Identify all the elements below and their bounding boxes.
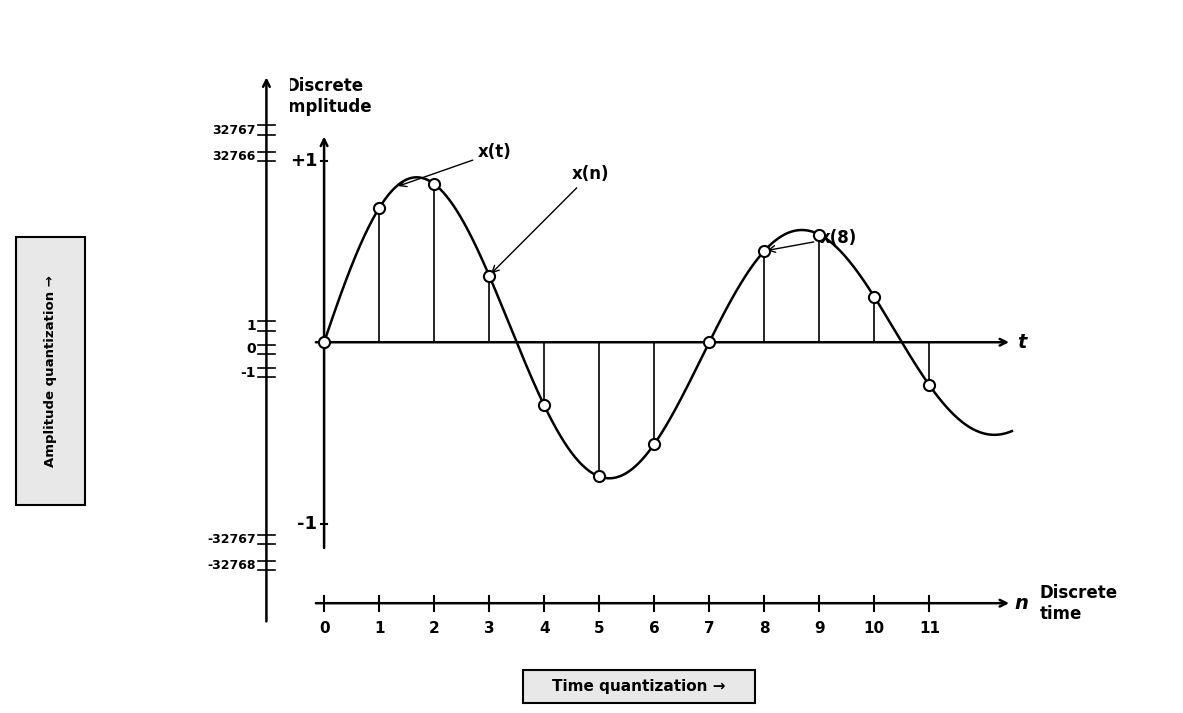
Text: 32767: 32767 xyxy=(212,123,256,137)
Text: t: t xyxy=(1017,333,1027,352)
Text: 3: 3 xyxy=(484,620,494,636)
Text: Time quantization →: Time quantization → xyxy=(552,679,725,694)
Text: 11: 11 xyxy=(919,620,939,636)
Text: 0: 0 xyxy=(318,620,329,636)
Text: 10: 10 xyxy=(864,620,885,636)
Text: -1: -1 xyxy=(297,515,317,533)
Text: Discrete
time: Discrete time xyxy=(1040,584,1118,622)
Text: 9: 9 xyxy=(814,620,825,636)
Text: 8: 8 xyxy=(759,620,770,636)
Text: -32767: -32767 xyxy=(207,533,256,546)
Bar xyxy=(523,670,755,703)
Text: 2: 2 xyxy=(428,620,440,636)
Text: Amplitude quantization →: Amplitude quantization → xyxy=(44,275,57,467)
Text: x(t): x(t) xyxy=(400,143,512,187)
Text: 7: 7 xyxy=(704,620,715,636)
Text: 1: 1 xyxy=(374,620,384,636)
Text: 32766: 32766 xyxy=(213,150,256,163)
Text: -1: -1 xyxy=(240,366,256,380)
Text: 1: 1 xyxy=(246,319,256,333)
Text: n: n xyxy=(1015,594,1028,612)
Text: x(n): x(n) xyxy=(492,165,609,272)
Text: Discrete
amplitude: Discrete amplitude xyxy=(277,77,371,116)
Text: 0: 0 xyxy=(246,342,256,356)
Text: -32768: -32768 xyxy=(207,559,256,573)
Text: x(8): x(8) xyxy=(769,229,856,252)
Text: 6: 6 xyxy=(648,620,660,636)
Text: 4: 4 xyxy=(539,620,549,636)
Text: 5: 5 xyxy=(594,620,605,636)
Text: +1: +1 xyxy=(290,152,317,170)
